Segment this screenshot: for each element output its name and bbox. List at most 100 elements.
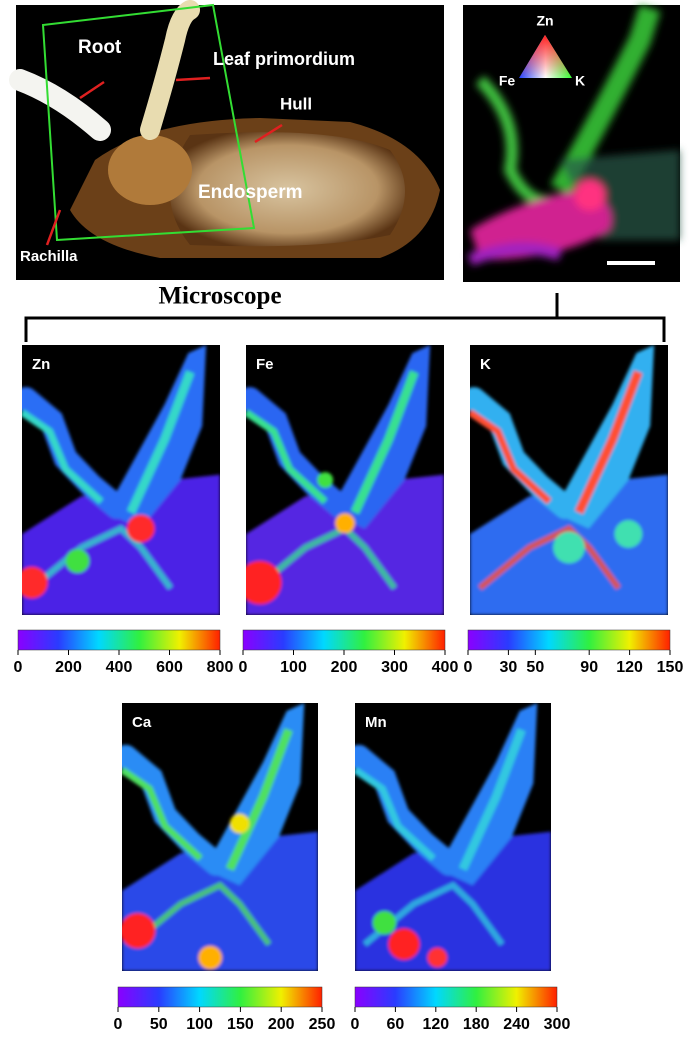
hotspot <box>65 549 90 573</box>
colorbar-tick-label: 0 <box>114 1016 123 1033</box>
colorbar-tick-label: 0 <box>351 1016 360 1033</box>
colorbar-tick-label: 120 <box>422 1016 449 1033</box>
colorbar <box>117 986 323 1008</box>
root-prong <box>355 744 461 876</box>
hotspot <box>372 911 397 935</box>
colorbar-tick-label: 200 <box>268 1016 295 1033</box>
colorbar-tick-label: 50 <box>150 1016 168 1033</box>
tissue-body <box>122 831 318 971</box>
colorbar-tick-label: 150 <box>657 659 684 676</box>
colorbar-tick-label: 300 <box>381 659 408 676</box>
section-title: Microscope <box>158 283 281 310</box>
hotspot <box>229 813 250 834</box>
colorbar <box>17 629 221 651</box>
element-map: Ca 0 50 100 150 200 250 <box>114 703 336 1033</box>
element-map: Zn 0 200 400 600 800 <box>14 345 234 676</box>
arrow <box>175 76 211 82</box>
leaf-signal <box>458 728 526 872</box>
arrows <box>45 76 283 246</box>
hotspot <box>388 928 420 960</box>
hotspot <box>246 560 282 605</box>
root-signal <box>246 409 328 505</box>
colorbar-tick-label: 0 <box>239 659 248 676</box>
colorbar-tick-label: 250 <box>309 1016 336 1033</box>
root-signal <box>355 767 436 861</box>
hotspot <box>22 566 48 599</box>
colorbar-tick-label: 400 <box>106 659 133 676</box>
heatmap <box>246 345 444 615</box>
root-signal <box>470 409 552 505</box>
colorbar-tick-label: 150 <box>227 1016 254 1033</box>
colorbar-tick-label: 200 <box>55 659 82 676</box>
element-map: K 0 30 50 90 120 150 <box>464 345 684 676</box>
heatmap <box>470 345 668 615</box>
leaf-signal <box>225 728 293 872</box>
label: Rachilla <box>20 248 78 265</box>
colorbar-tick-label: 180 <box>463 1016 490 1033</box>
heatmap-signal <box>246 345 444 615</box>
element-map: Mn 0 60 120 180 240 300 <box>351 703 571 1033</box>
colorbar-tick-label: 50 <box>526 659 544 676</box>
hotspot <box>126 514 155 543</box>
colorbar <box>242 629 446 651</box>
leaf-signal <box>126 370 195 515</box>
seed-photo: Root Leaf primordium Hull Endosperm Rach… <box>9 0 444 280</box>
colorbar-tick-label: 100 <box>186 1016 213 1033</box>
label: Leaf primordium <box>213 49 355 69</box>
composite-image: Zn Fe K <box>463 4 680 282</box>
bracket-line <box>24 316 666 342</box>
label: Hull <box>280 94 312 113</box>
heatmap-signal <box>470 345 668 615</box>
label: K <box>575 73 585 89</box>
hotspot <box>317 472 334 488</box>
colorbar-tick-label: 800 <box>207 659 234 676</box>
arrow <box>45 209 62 246</box>
composite-signal <box>467 4 680 266</box>
root-shape <box>9 69 111 141</box>
leaf-signal <box>574 370 643 515</box>
colorbar-tick-label: 400 <box>432 659 459 676</box>
colorbar-tick-label: 120 <box>616 659 643 676</box>
label: Zn <box>536 13 553 29</box>
map-label: Mn <box>365 714 387 731</box>
map-label: K <box>480 356 491 373</box>
vascular-signal <box>478 525 621 591</box>
element-map: Fe 0 100 200 300 400 <box>239 345 459 676</box>
vascular-signal <box>362 881 505 947</box>
colorbar-tick-label: 200 <box>331 659 358 676</box>
hotspot <box>553 531 585 564</box>
map-label: Ca <box>132 714 152 731</box>
hotspot <box>614 520 643 548</box>
bracket <box>24 293 666 342</box>
hotspot <box>122 913 156 949</box>
root-prong <box>246 387 353 519</box>
colorbar-tick-label: 240 <box>503 1016 530 1033</box>
label: Fe <box>499 73 516 89</box>
root-prong <box>122 744 228 876</box>
hotspot <box>335 513 355 534</box>
root-prong <box>470 387 577 519</box>
colorbar-tick-label: 90 <box>580 659 598 676</box>
hotspot <box>427 947 448 968</box>
leaf-shape <box>140 0 200 140</box>
root-signal <box>22 409 104 505</box>
colorbar-tick-label: 0 <box>464 659 473 676</box>
tissue-body <box>246 474 444 615</box>
colorbar-tick-label: 0 <box>14 659 23 676</box>
colorbar-tick-label: 600 <box>156 659 183 676</box>
color-triangle-overlay <box>519 35 572 78</box>
roi-box <box>41 3 256 242</box>
heatmap-signal <box>122 703 318 971</box>
embryo <box>108 135 192 205</box>
arrow <box>254 123 283 144</box>
colorbar <box>467 629 671 651</box>
tissue-body <box>22 474 220 615</box>
leaf-signal <box>350 370 419 515</box>
colorbar-tick-label: 30 <box>500 659 518 676</box>
heatmap-signal <box>22 345 220 615</box>
map-label: Zn <box>32 356 50 373</box>
vascular-signal <box>129 881 272 947</box>
colorbar-tick-label: 300 <box>544 1016 571 1033</box>
